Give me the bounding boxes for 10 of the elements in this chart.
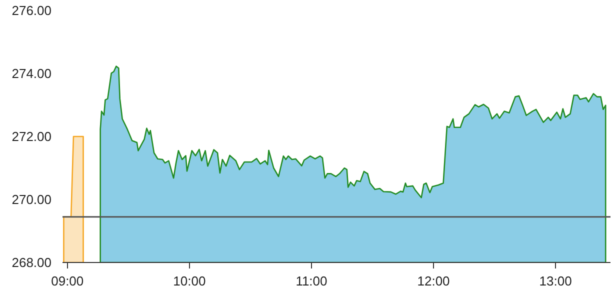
x-tick-label: 10:00 (173, 274, 206, 288)
y-tick-label: 274.00 (12, 66, 52, 81)
y-tick-label: 276.00 (12, 3, 52, 18)
x-tick-label: 09:00 (51, 274, 84, 288)
y-tick-label: 268.00 (12, 255, 52, 270)
x-tick-label: 11:00 (296, 274, 328, 288)
y-tick-label: 270.00 (12, 192, 52, 207)
x-tick-label: 13:00 (539, 274, 572, 288)
x-tick-label: 12:00 (417, 274, 450, 288)
y-tick-label: 272.00 (12, 129, 52, 144)
